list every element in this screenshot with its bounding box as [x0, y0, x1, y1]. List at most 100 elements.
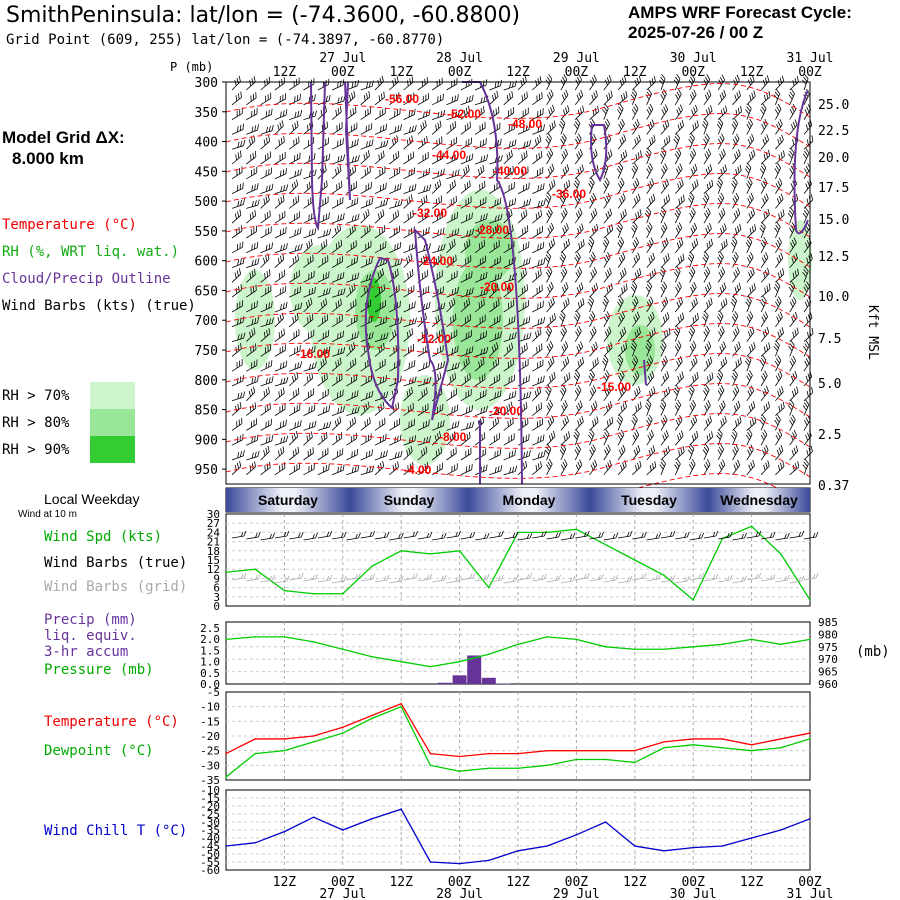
- legend-cloud: Cloud/Precip Outline: [2, 271, 171, 287]
- wind-barb: [787, 399, 795, 416]
- wind-barb: [403, 360, 416, 372]
- wind-barb: [532, 258, 546, 268]
- wind-barb: [346, 90, 356, 106]
- wind-barb: [774, 103, 782, 120]
- wind-barb: [503, 150, 513, 165]
- legend-wind-barbs: Wind Barbs (kts) (true): [2, 298, 196, 314]
- wind-barb: [617, 370, 625, 387]
- pressure-tick-label: 750: [195, 344, 218, 359]
- pressure-tick-label: 960: [818, 678, 838, 691]
- wind-barb: [474, 239, 486, 254]
- wind-barb: [417, 168, 430, 180]
- wind-barb: [260, 167, 273, 180]
- wind-barb: [346, 465, 360, 476]
- wind-barb: [574, 282, 584, 298]
- wind-barb: [246, 402, 257, 416]
- wind-barb: [432, 243, 446, 254]
- weekday-label: Monday: [503, 492, 556, 508]
- wind-barb: [703, 431, 714, 446]
- wind-barb: [346, 272, 360, 283]
- wind-barb: [674, 222, 683, 239]
- wind-barb: [803, 163, 811, 180]
- wind-barb: [660, 430, 669, 446]
- wind-barb: [560, 415, 569, 431]
- pressure-tick-label: 900: [195, 433, 218, 448]
- wind-barb: [260, 269, 271, 283]
- wind-barb: [775, 327, 784, 342]
- wind-barb: [717, 298, 728, 313]
- wind-barb: [746, 192, 754, 209]
- temperature-line-point: [634, 749, 636, 752]
- legend-rh80: RH > 80%: [2, 415, 70, 431]
- wind-barb: [331, 314, 343, 328]
- precip-tick-label: 0.5: [200, 667, 220, 680]
- wind-barb: [374, 359, 386, 372]
- wind-barb: [417, 93, 429, 106]
- wind-barb: [759, 221, 766, 239]
- wind-barb: [617, 267, 627, 283]
- top-time-label: 12Z: [623, 65, 647, 80]
- bottom-date-label: 31 Jul: [787, 887, 834, 900]
- wind-barb: [659, 207, 667, 224]
- wind-barb: [460, 153, 474, 165]
- wind-barb: [417, 135, 428, 150]
- grid-wind-barb: [475, 573, 490, 582]
- wind-barb: [246, 241, 259, 254]
- wind-barb: [403, 183, 417, 194]
- wind-barb: [346, 213, 360, 224]
- wind-barb: [532, 209, 543, 224]
- wind-barb: [646, 119, 655, 135]
- wind-barb: [632, 460, 642, 476]
- wind-chill-tick-label: -55: [200, 856, 220, 869]
- wind-barb: [732, 208, 741, 224]
- dewpoint-line-point: [458, 770, 461, 772]
- wind-barb: [603, 118, 610, 135]
- wind-barb: [775, 252, 784, 268]
- wind-barb: [774, 162, 782, 179]
- wind-barb: [289, 286, 302, 298]
- wind-barb: [346, 181, 357, 194]
- wind-barb: [503, 240, 515, 254]
- grid-wind-barb: [260, 574, 275, 583]
- wind-barb: [274, 253, 285, 268]
- wind-barb: [460, 357, 470, 372]
- wind-barb: [374, 225, 386, 239]
- wind-speed-line-point: [663, 574, 665, 577]
- temperature-line-point: [312, 735, 315, 737]
- wind-barb: [374, 123, 388, 135]
- pressure-line-point: [312, 641, 315, 643]
- wind-barb: [460, 431, 471, 446]
- wind-barb: [246, 199, 260, 209]
- wind-barb: [689, 340, 697, 357]
- wind-barb: [703, 297, 713, 313]
- wind-barb: [289, 93, 301, 106]
- dewpoint-line-point: [312, 741, 315, 743]
- wind-barb: [231, 257, 245, 268]
- surface-wind-barb: [732, 532, 747, 541]
- wind-barb: [503, 256, 516, 268]
- wind-barb: [432, 211, 444, 224]
- wind-barb: [574, 459, 583, 476]
- wind-barb: [689, 148, 697, 165]
- wind-barb: [317, 255, 329, 268]
- wind-barb: [602, 296, 609, 313]
- wind-barb: [231, 359, 243, 372]
- wind-barb: [303, 228, 317, 239]
- wind-barb: [775, 150, 785, 165]
- wind-barb: [617, 283, 628, 298]
- wind-barb: [246, 300, 258, 313]
- wind-barb: [417, 446, 428, 461]
- wind-barb: [288, 254, 299, 268]
- pressure-line-point: [400, 660, 403, 663]
- wind-barb: [660, 281, 667, 298]
- pressure-tick-label: 400: [195, 136, 218, 151]
- wind-barb: [231, 107, 243, 120]
- wind-barb: [489, 373, 501, 387]
- wind-barb: [717, 400, 726, 416]
- wind-chill-line-point: [809, 818, 811, 820]
- wind-barb: [331, 416, 342, 431]
- wind-barb: [674, 430, 684, 446]
- wind-barb: [317, 463, 330, 476]
- wind-barb: [346, 390, 359, 402]
- wind-barb: [689, 459, 696, 475]
